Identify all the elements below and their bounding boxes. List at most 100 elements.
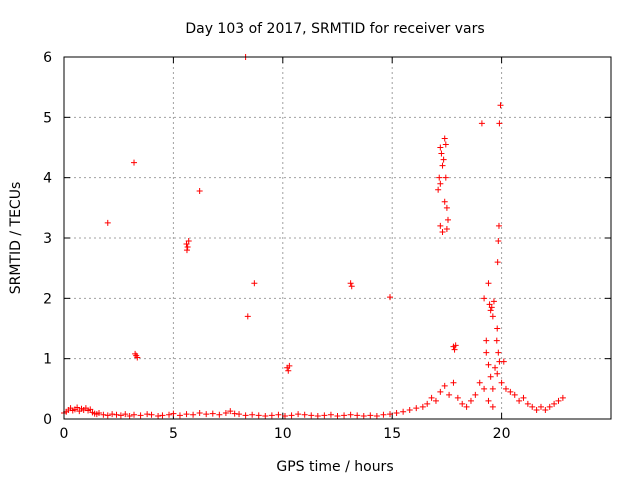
- data-point: [249, 411, 256, 418]
- x-tick-label: 15: [383, 426, 401, 442]
- data-point: [203, 411, 210, 418]
- data-point: [437, 388, 444, 395]
- data-point: [476, 379, 483, 386]
- data-point: [424, 400, 431, 407]
- plot-frame: [63, 56, 612, 420]
- data-point: [500, 358, 507, 365]
- y-tick-label: 6: [43, 50, 52, 66]
- data-point: [132, 350, 139, 357]
- data-point: [516, 397, 523, 404]
- data-point: [137, 412, 144, 419]
- y-tick-label: 3: [43, 231, 52, 247]
- data-point: [227, 408, 234, 415]
- data-point: [492, 364, 499, 371]
- data-point: [555, 397, 562, 404]
- y-tick-label: 5: [43, 110, 52, 126]
- data-point: [321, 412, 328, 419]
- data-point: [446, 391, 453, 398]
- data-point: [441, 135, 448, 142]
- data-point: [485, 280, 492, 287]
- data-point: [428, 394, 435, 401]
- data-point: [443, 204, 450, 211]
- data-point: [442, 141, 449, 148]
- data-point: [419, 403, 426, 410]
- data-point: [341, 412, 348, 419]
- data-point: [134, 354, 141, 361]
- data-point: [183, 411, 190, 418]
- data-point: [122, 411, 129, 418]
- data-point: [387, 411, 394, 418]
- data-point: [183, 241, 190, 248]
- data-point: [440, 156, 447, 163]
- data-point: [490, 298, 497, 305]
- data-point: [347, 280, 354, 287]
- data-point: [551, 400, 558, 407]
- data-point: [481, 385, 488, 392]
- x-tick-label: 0: [60, 426, 69, 442]
- data-point: [286, 362, 293, 369]
- data-point: [131, 159, 138, 166]
- data-point: [113, 411, 120, 418]
- y-tick-label: 2: [43, 291, 52, 307]
- data-point: [159, 412, 166, 419]
- data-point: [524, 400, 531, 407]
- data-point: [301, 411, 308, 418]
- data-point: [183, 247, 190, 254]
- data-point: [347, 411, 354, 418]
- data-point: [483, 337, 490, 344]
- data-point: [533, 406, 540, 413]
- data-point: [196, 409, 203, 416]
- data-point: [244, 313, 251, 320]
- data-point: [441, 198, 448, 205]
- data-point: [348, 283, 355, 290]
- data-point: [148, 411, 155, 418]
- data-point: [96, 409, 103, 416]
- data-point: [190, 411, 197, 418]
- data-point: [176, 412, 183, 419]
- data-point: [452, 342, 459, 349]
- data-point: [472, 391, 479, 398]
- y-tick-label: 0: [43, 412, 52, 428]
- data-point: [196, 187, 203, 194]
- data-point: [126, 412, 133, 419]
- data-point: [87, 406, 94, 413]
- data-point: [104, 412, 111, 419]
- x-tick-label: 10: [274, 426, 292, 442]
- data-point: [373, 412, 380, 419]
- data-point: [144, 411, 151, 418]
- data-point: [155, 412, 162, 419]
- data-point: [131, 411, 138, 418]
- data-point: [285, 367, 292, 374]
- data-point: [494, 370, 501, 377]
- data-point: [438, 150, 445, 157]
- y-axis-label: SRMTID / TECUs: [8, 182, 24, 295]
- data-point: [295, 411, 302, 418]
- data-point: [493, 337, 500, 344]
- data-point: [222, 409, 229, 416]
- data-point: [483, 349, 490, 356]
- data-point: [459, 400, 466, 407]
- axis-ticks: 0 5 10 15 20 0 1 2 3 4 5 6: [43, 50, 611, 442]
- data-point: [184, 244, 191, 251]
- data-point: [481, 295, 488, 302]
- data-point: [435, 186, 442, 193]
- data-point: [314, 412, 321, 419]
- data-point: [494, 259, 501, 266]
- data-point: [74, 404, 81, 411]
- data-point: [437, 222, 444, 229]
- data-point: [380, 411, 387, 418]
- data-point: [354, 412, 361, 419]
- data-point: [334, 412, 341, 419]
- data-point: [413, 405, 420, 412]
- y-tick-label: 4: [43, 171, 52, 187]
- data-point: [463, 403, 470, 410]
- data-point: [502, 385, 509, 392]
- data-point: [236, 411, 243, 418]
- data-point: [485, 361, 492, 368]
- chart-title: Day 103 of 2017, SRMTID for receiver var…: [185, 21, 484, 37]
- data-point: [487, 307, 494, 314]
- data-point: [251, 280, 258, 287]
- x-tick-label: 20: [493, 426, 511, 442]
- data-point: [360, 412, 367, 419]
